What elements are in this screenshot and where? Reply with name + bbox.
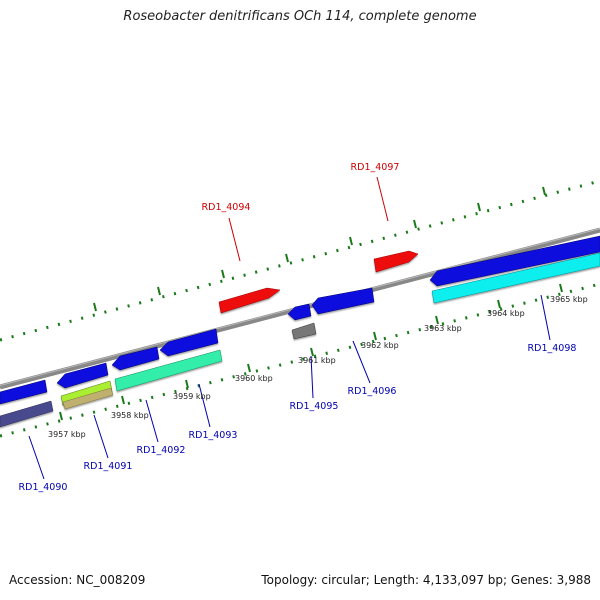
gene-RD1_4095[interactable] <box>287 303 312 321</box>
gene-RD1_4090[interactable] <box>0 379 48 405</box>
gene-leader-lines <box>28 176 551 480</box>
kbp-label: 3957 kbp <box>48 430 86 439</box>
gene-RD1_4098[interactable] <box>429 235 600 287</box>
gene-label-RD1_4092[interactable]: RD1_4092 <box>137 445 186 456</box>
gene-label-RD1_4098[interactable]: RD1_4098 <box>528 343 577 354</box>
kbp-scale-labels: 3957 kbp 3958 kbp 3959 kbp 3960 kbp 3961… <box>48 295 588 439</box>
upper-major-ticks <box>93 186 546 312</box>
gene-RD1_4096[interactable] <box>311 287 375 315</box>
gene-RD1_4094[interactable] <box>218 287 281 314</box>
gene-labels: RD1_4090 RD1_4091 RD1_4092 RD1_4093 RD1_… <box>19 162 577 493</box>
gene-RD1_4091-rna2[interactable] <box>62 387 114 410</box>
gene-RD1_4098-rna[interactable] <box>431 252 600 304</box>
gene-RD1_4093[interactable] <box>159 328 219 357</box>
gene-label-RD1_4090[interactable]: RD1_4090 <box>19 482 68 493</box>
upper-tick-track <box>0 179 600 342</box>
gene-label-RD1_4093[interactable]: RD1_4093 <box>189 430 238 441</box>
gene-RD1_4097[interactable] <box>373 250 419 273</box>
kbp-label: 3963 kbp <box>424 324 462 333</box>
gene-RD1_4092[interactable] <box>111 346 160 371</box>
kbp-label: 3960 kbp <box>235 374 273 383</box>
gene-label-RD1_4094[interactable]: RD1_4094 <box>202 202 251 213</box>
gene-label-RD1_4097[interactable]: RD1_4097 <box>351 162 400 173</box>
gene-RD1_4095-rna[interactable] <box>291 322 317 340</box>
kbp-label: 3962 kbp <box>361 341 399 350</box>
gene-RD1_4091[interactable] <box>56 362 109 389</box>
kbp-label: 3964 kbp <box>487 309 525 318</box>
accession-text: Accession: NC_008209 <box>9 573 146 587</box>
kbp-label: 3961 kbp <box>298 356 336 365</box>
gene-RD1_4090-rna[interactable] <box>0 400 54 428</box>
lower-major-ticks <box>59 283 563 421</box>
kbp-label: 3958 kbp <box>111 411 149 420</box>
kbp-label: 3959 kbp <box>173 392 211 401</box>
map-title: Roseobacter denitrificans OCh 114, compl… <box>123 9 477 24</box>
gene-label-RD1_4095[interactable]: RD1_4095 <box>290 401 339 412</box>
kbp-label: 3965 kbp <box>550 295 588 304</box>
gene-label-RD1_4096[interactable]: RD1_4096 <box>348 386 397 397</box>
genome-summary-text: Topology: circular; Length: 4,133,097 bp… <box>261 573 591 587</box>
gene-RD1_4092-rna[interactable] <box>114 349 223 392</box>
gene-label-RD1_4091[interactable]: RD1_4091 <box>84 461 133 472</box>
